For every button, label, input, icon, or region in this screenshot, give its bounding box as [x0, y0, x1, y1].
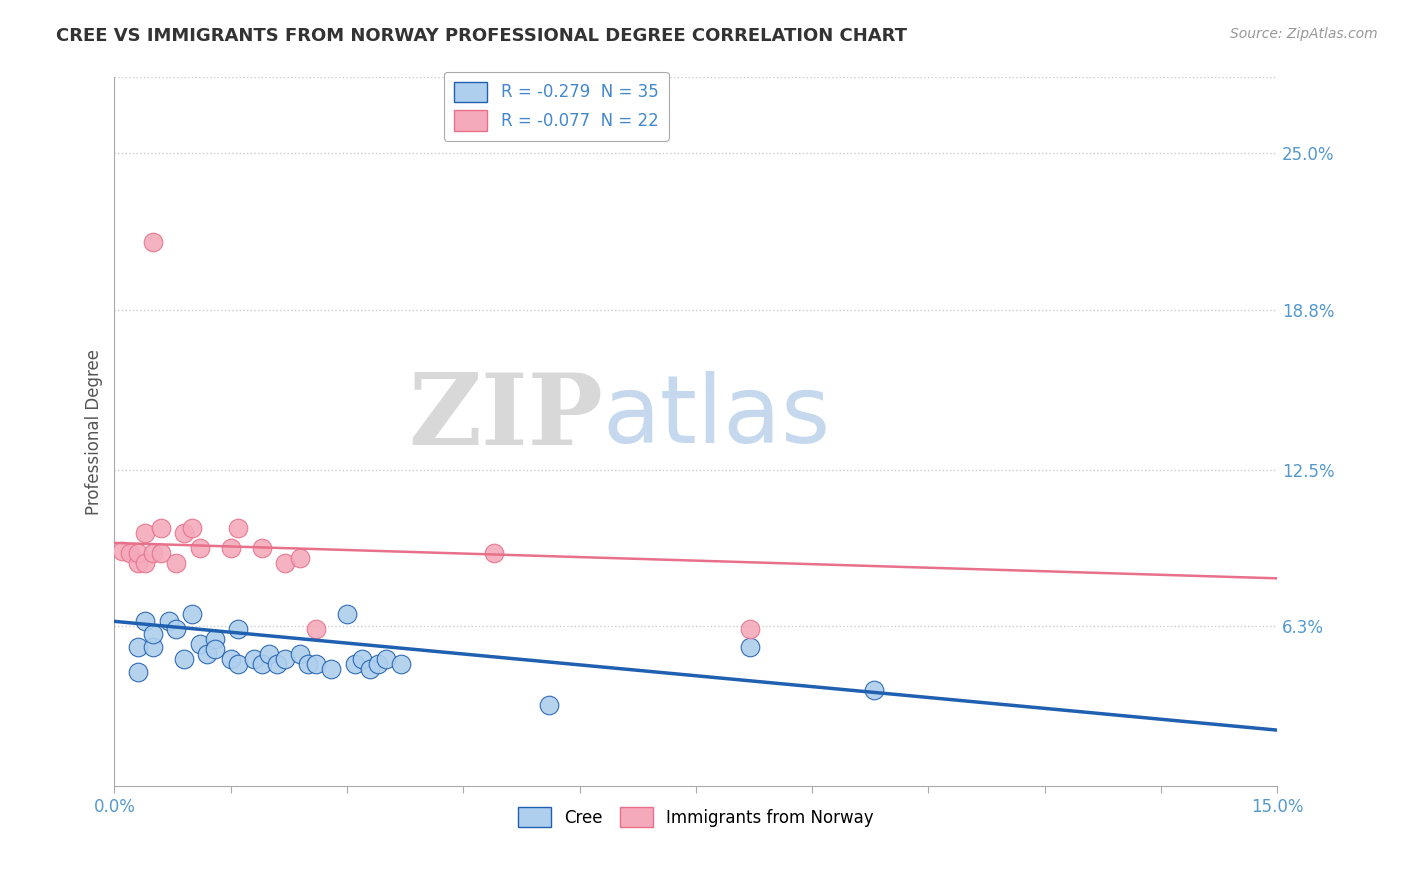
Point	[181, 607, 204, 621]
Point	[142, 546, 165, 560]
Point	[219, 652, 242, 666]
Point	[537, 698, 560, 712]
Point	[740, 622, 762, 636]
Point	[127, 640, 149, 654]
Point	[352, 652, 374, 666]
Point	[188, 637, 211, 651]
Point	[134, 525, 156, 540]
Point	[181, 521, 204, 535]
Point	[389, 657, 412, 672]
Text: CREE VS IMMIGRANTS FROM NORWAY PROFESSIONAL DEGREE CORRELATION CHART: CREE VS IMMIGRANTS FROM NORWAY PROFESSIO…	[56, 27, 907, 45]
Point	[204, 632, 226, 646]
Point	[321, 662, 343, 676]
Point	[165, 622, 187, 636]
Point	[127, 556, 149, 570]
Point	[305, 657, 328, 672]
Point	[142, 627, 165, 641]
Legend: Cree, Immigrants from Norway: Cree, Immigrants from Norway	[512, 800, 880, 834]
Point	[259, 647, 281, 661]
Point	[484, 546, 506, 560]
Point	[374, 652, 396, 666]
Point	[173, 652, 195, 666]
Point	[228, 622, 250, 636]
Point	[134, 556, 156, 570]
Text: ZIP: ZIP	[408, 369, 603, 466]
Point	[188, 541, 211, 555]
Point	[228, 521, 250, 535]
Text: Source: ZipAtlas.com: Source: ZipAtlas.com	[1230, 27, 1378, 41]
Point	[149, 521, 172, 535]
Text: atlas: atlas	[603, 371, 831, 464]
Point	[359, 662, 381, 676]
Point	[863, 682, 886, 697]
Point	[111, 543, 134, 558]
Point	[165, 556, 187, 570]
Point	[127, 665, 149, 679]
Point	[219, 541, 242, 555]
Point	[305, 622, 328, 636]
Point	[228, 657, 250, 672]
Point	[118, 546, 141, 560]
Point	[336, 607, 359, 621]
Point	[266, 657, 288, 672]
Point	[250, 541, 273, 555]
Point	[740, 640, 762, 654]
Point	[173, 525, 195, 540]
Point	[343, 657, 366, 672]
Point	[243, 652, 266, 666]
Point	[197, 647, 219, 661]
Point	[290, 551, 312, 566]
Point	[367, 657, 389, 672]
Y-axis label: Professional Degree: Professional Degree	[86, 349, 103, 515]
Point	[157, 615, 180, 629]
Point	[274, 556, 297, 570]
Point	[149, 546, 172, 560]
Point	[142, 640, 165, 654]
Point	[134, 615, 156, 629]
Point	[127, 546, 149, 560]
Point	[204, 642, 226, 657]
Point	[250, 657, 273, 672]
Point	[290, 647, 312, 661]
Point	[297, 657, 319, 672]
Point	[142, 235, 165, 249]
Point	[274, 652, 297, 666]
